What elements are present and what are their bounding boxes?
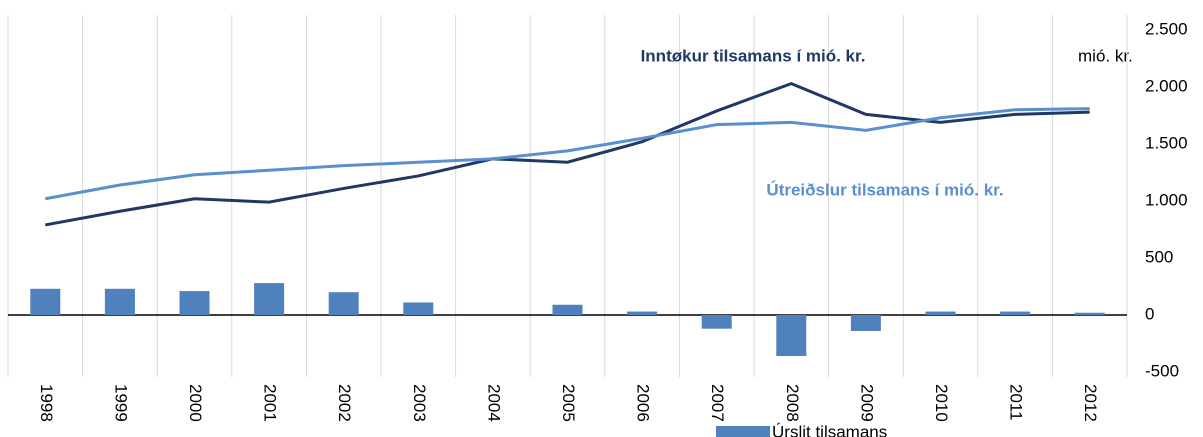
y-tick-label: 1.000 — [1145, 190, 1188, 209]
series-label: Inntøkur tilsamans í mió. kr. — [641, 46, 866, 65]
y-tick-label: 500 — [1145, 247, 1173, 266]
bar — [776, 315, 807, 357]
line — [45, 107, 1090, 201]
x-tick-label: 1998 — [37, 384, 56, 422]
x-tick-label: 2006 — [634, 384, 653, 422]
y-tick-label: 0 — [1145, 304, 1154, 323]
legend-swatch — [716, 426, 770, 437]
bar — [179, 291, 210, 315]
bar — [254, 283, 285, 315]
y-tick-label: 2.500 — [1145, 19, 1188, 38]
bar — [850, 315, 881, 331]
bar — [403, 302, 434, 315]
bar — [104, 288, 135, 315]
x-tick-label: 2011 — [1007, 384, 1026, 421]
y-tick-label: -500 — [1145, 361, 1179, 380]
x-tick-label: 2005 — [559, 384, 578, 422]
x-tick-label: 2010 — [932, 384, 951, 422]
bar — [627, 311, 658, 315]
x-tick-label: 2003 — [410, 384, 429, 422]
bar — [30, 288, 61, 315]
x-tick-label: 2004 — [484, 384, 503, 422]
x-tick-label: 2002 — [335, 384, 354, 422]
x-tick-label: 2012 — [1081, 384, 1100, 422]
x-tick-label: 2000 — [186, 384, 205, 422]
x-tick-label: 2001 — [261, 384, 280, 422]
y-axis-label: mió. kr. — [1078, 46, 1133, 65]
y-tick-label: 1.500 — [1145, 133, 1188, 152]
bar — [552, 304, 583, 315]
bar — [1000, 311, 1031, 315]
bar — [925, 311, 956, 315]
bar — [328, 292, 359, 315]
series-label: Útreiðslur tilsamans í mió. kr. — [766, 180, 1003, 199]
bar — [1074, 312, 1105, 315]
x-tick-label: 2009 — [857, 384, 876, 422]
y-tick-label: 2.000 — [1145, 76, 1188, 95]
legend-label: Úrslit tilsamans — [772, 422, 887, 437]
bar — [701, 315, 732, 329]
x-tick-label: 2007 — [708, 384, 727, 422]
x-tick-label: 1999 — [111, 384, 130, 422]
line — [45, 81, 1090, 227]
x-tick-label: 2008 — [783, 384, 802, 422]
